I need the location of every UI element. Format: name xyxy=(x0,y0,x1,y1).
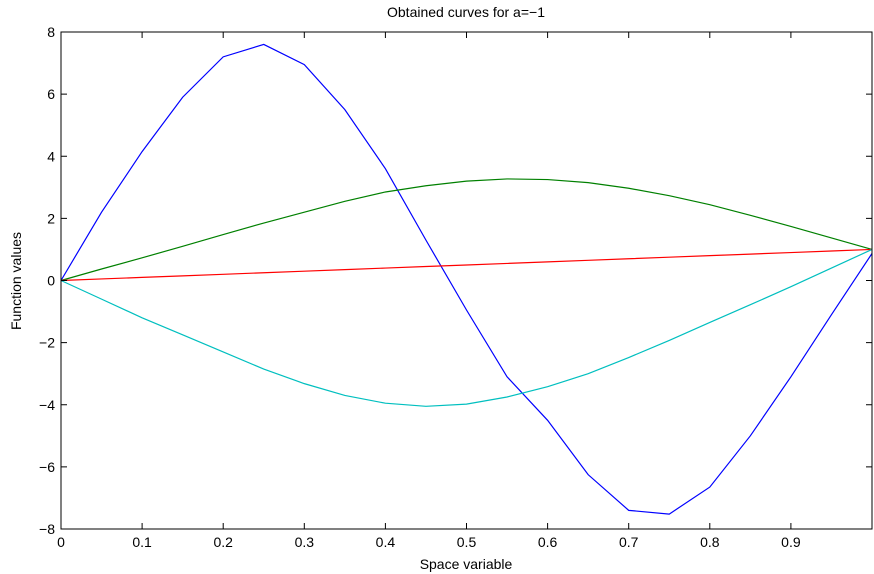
series-lines xyxy=(60,43,873,515)
y-tick-label: 2 xyxy=(47,210,55,226)
plot-area xyxy=(60,31,873,530)
x-tick-label: 0.1 xyxy=(132,534,152,550)
y-tick-label: 8 xyxy=(47,24,55,40)
x-tick-label: 0.5 xyxy=(457,534,477,550)
x-axis-label: Space variable xyxy=(420,556,513,572)
x-tick-label: 0.8 xyxy=(700,534,720,550)
y-tick-label: 4 xyxy=(47,148,55,164)
x-tick-label: 0.6 xyxy=(538,534,558,550)
x-tick-label: 0.2 xyxy=(213,534,233,550)
y-tick-label: −4 xyxy=(39,397,55,413)
series-line-2 xyxy=(60,178,873,282)
x-tick-label: 0 xyxy=(57,534,65,550)
x-tick-label: 0.9 xyxy=(781,534,801,550)
x-tick-label: 0.3 xyxy=(295,534,315,550)
x-tick-label: 0.7 xyxy=(619,534,639,550)
series-line-1 xyxy=(60,43,873,515)
series-line-4 xyxy=(60,248,873,407)
x-axis: 0 0.1 0.2 0.3 0.4 0.5 0.6 0.7 0.8 0.9 xyxy=(57,32,801,550)
chart-title: Obtained curves for a=−1 xyxy=(387,4,545,20)
y-tick-label: −8 xyxy=(39,521,55,537)
y-tick-label: −6 xyxy=(39,459,55,475)
y-axis: −8 −6 −4 −2 0 2 4 6 8 xyxy=(39,24,872,537)
y-axis-label: Function values xyxy=(8,232,24,330)
y-tick-label: −2 xyxy=(39,335,55,351)
series-line-3 xyxy=(60,248,873,282)
x-tick-label: 0.4 xyxy=(376,534,396,550)
y-tick-label: 0 xyxy=(47,273,55,289)
y-tick-label: 6 xyxy=(47,86,55,102)
